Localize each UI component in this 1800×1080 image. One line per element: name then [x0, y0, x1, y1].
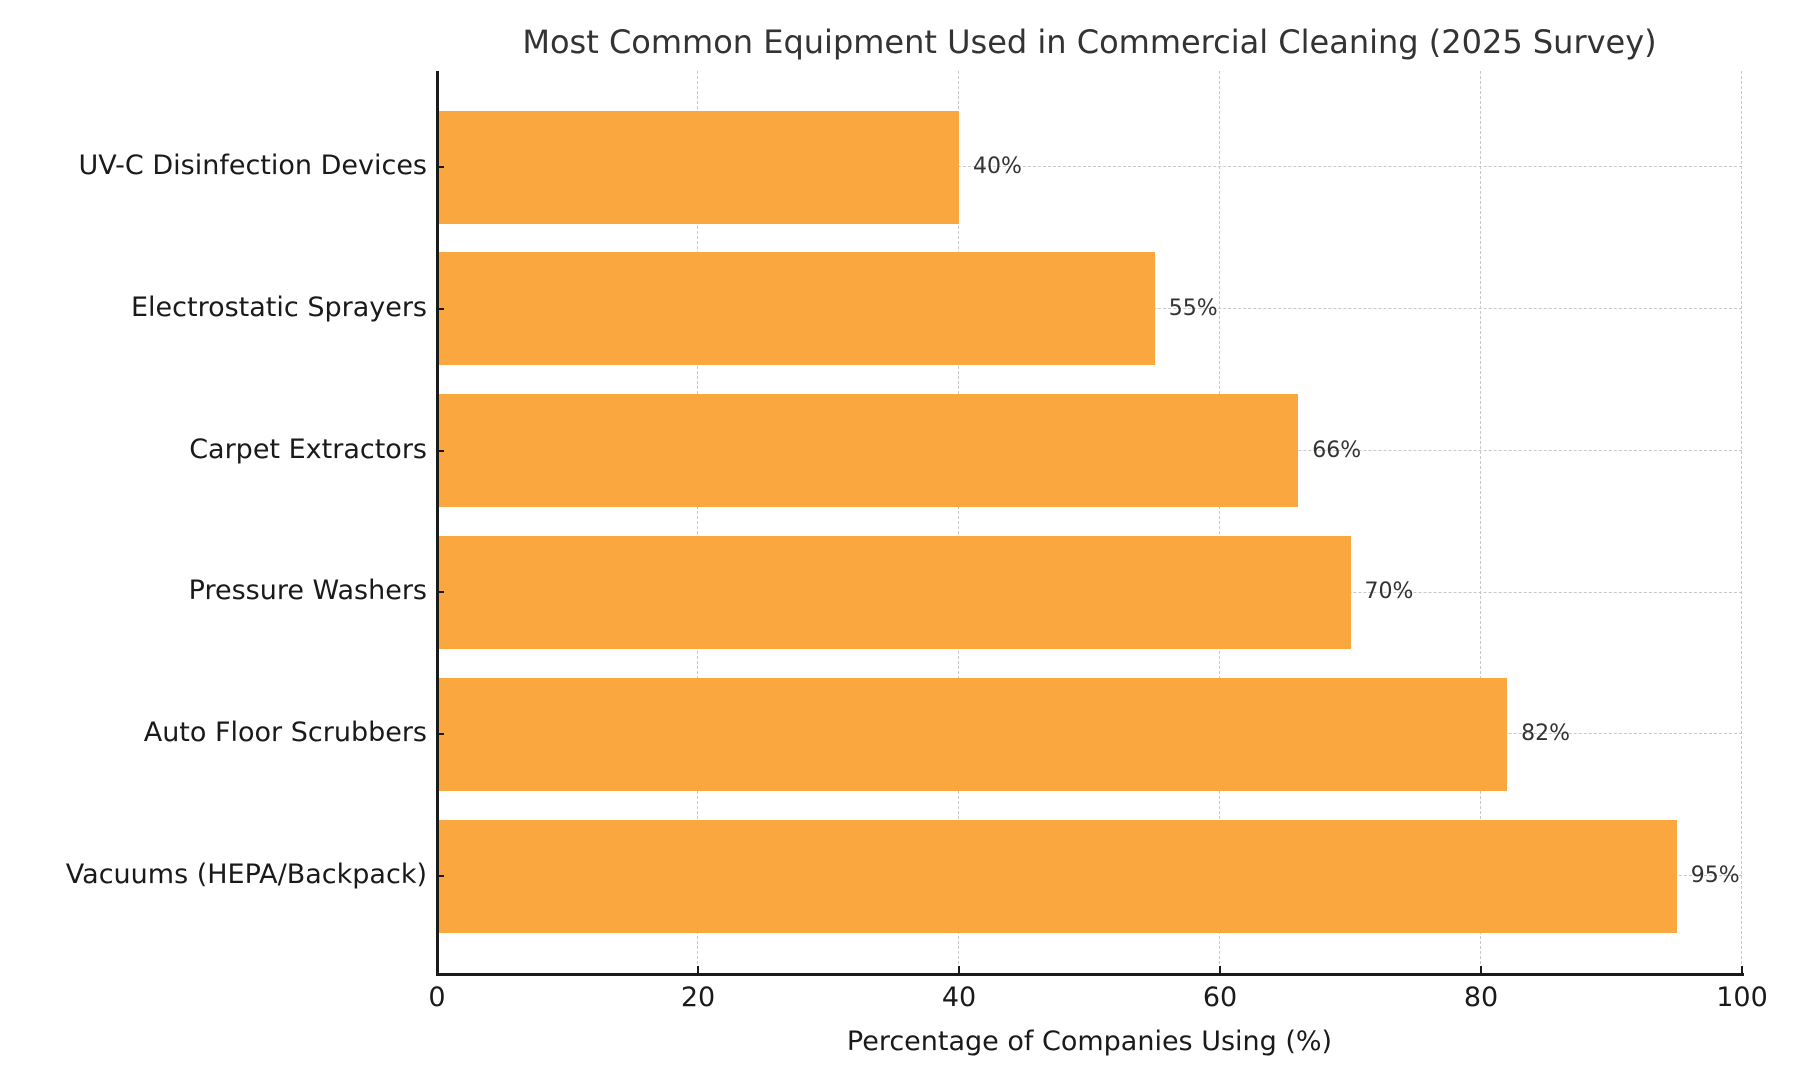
y-tick-mark — [436, 591, 444, 594]
bar — [437, 535, 1351, 649]
x-tick-label: 80 — [1463, 982, 1499, 1013]
gridline-vertical — [697, 71, 699, 974]
gridline-vertical — [1480, 71, 1482, 974]
y-tick-label: Carpet Extractors — [189, 433, 427, 465]
gridline-vertical — [1741, 71, 1743, 974]
plot-area: 40% 55% 66% 70% 82% 95% — [437, 71, 1743, 974]
chart-title: Most Common Equipment Used in Commercial… — [522, 23, 1657, 61]
x-tick-label: 20 — [680, 982, 716, 1013]
bar-value-label: 95% — [1690, 863, 1740, 888]
bar-value-label: 70% — [1364, 579, 1414, 605]
y-tick-mark — [436, 166, 444, 168]
y-tick-label: UV-C Disinfection Devices — [78, 150, 427, 181]
x-tick-mark — [697, 966, 699, 974]
bar — [437, 819, 1677, 933]
bar-value-label: 55% — [1168, 295, 1218, 321]
x-tick-mark — [958, 966, 960, 974]
x-tick-mark — [436, 966, 438, 974]
x-tick-label: 40 — [941, 982, 977, 1013]
bar-value-label: 40% — [973, 154, 1022, 179]
y-tick-mark — [436, 875, 444, 877]
x-axis-title: Percentage of Companies Using (%) — [846, 1026, 1333, 1057]
x-tick-mark — [1741, 966, 1743, 974]
y-axis-line — [436, 71, 439, 975]
bar-value-label: 82% — [1521, 721, 1570, 747]
y-tick-label: Electrostatic Sprayers — [130, 291, 427, 323]
bar — [437, 677, 1508, 791]
y-tick-mark — [436, 449, 444, 452]
gridline-horizontal — [437, 166, 1742, 168]
y-tick-label: Vacuums (HEPA/Backpack) — [65, 859, 427, 890]
bar-value-label: 66% — [1312, 437, 1362, 463]
y-tick-label: Auto Floor Scrubbers — [143, 717, 427, 749]
x-axis-line — [436, 973, 1744, 976]
x-tick-label: 0 — [428, 982, 446, 1013]
bar — [437, 394, 1299, 508]
gridline-vertical — [958, 71, 960, 974]
x-tick-label: 100 — [1716, 982, 1768, 1013]
bar — [437, 110, 959, 224]
x-tick-mark — [1219, 966, 1221, 974]
x-tick-label: 60 — [1202, 982, 1238, 1013]
y-tick-label: Pressure Washers — [188, 575, 427, 607]
x-tick-mark — [1480, 966, 1482, 974]
y-tick-mark — [436, 307, 444, 310]
bar — [437, 252, 1155, 366]
gridline-vertical — [1219, 71, 1221, 974]
y-tick-mark — [436, 733, 444, 736]
